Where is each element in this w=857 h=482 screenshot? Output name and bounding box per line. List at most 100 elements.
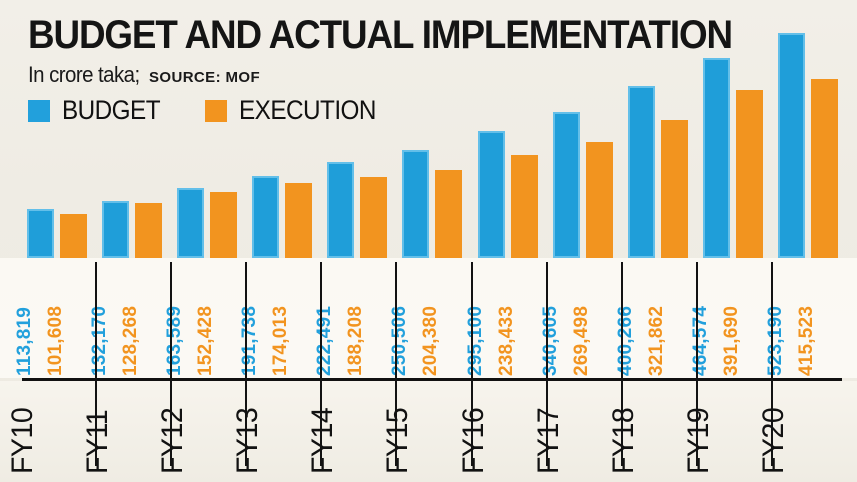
group-divider bbox=[95, 262, 97, 466]
bar-group bbox=[623, 0, 698, 258]
value-label-budget: 340,605 bbox=[540, 305, 561, 376]
value-label-group: 295,100 238,433 bbox=[465, 258, 548, 378]
units-label: In crore taka; bbox=[28, 62, 140, 87]
value-label-budget: 191,738 bbox=[239, 305, 260, 376]
legend-swatch-icon-execution bbox=[204, 99, 227, 122]
value-label-execution: 238,433 bbox=[496, 305, 517, 376]
x-axis-label: FY15 bbox=[381, 407, 414, 474]
group-divider bbox=[546, 262, 548, 466]
page-title: BUDGET AND ACTUAL IMPLEMENTATION bbox=[28, 13, 733, 57]
value-label-budget: 250,506 bbox=[389, 305, 410, 376]
chart-legend: BUDGET EXECUTION bbox=[28, 95, 828, 126]
value-label-execution: 204,380 bbox=[420, 305, 441, 376]
legend-swatch-icon-budget bbox=[28, 99, 50, 122]
bar-execution bbox=[586, 142, 613, 258]
bar-execution bbox=[210, 192, 237, 258]
value-panel-rule bbox=[22, 378, 842, 381]
x-axis-label: FY20 bbox=[757, 407, 790, 474]
value-label-execution: 128,268 bbox=[120, 305, 141, 376]
value-label-execution: 188,208 bbox=[345, 305, 366, 376]
axis-panel-background bbox=[0, 381, 857, 482]
bar-execution bbox=[736, 90, 763, 258]
value-label-group: 464,574 391,690 bbox=[690, 258, 773, 378]
bar-group bbox=[22, 0, 97, 258]
value-label-group: 163,589 152,428 bbox=[164, 258, 247, 378]
bar-plot-area bbox=[22, 0, 848, 258]
value-label-group: 340,605 269,498 bbox=[540, 258, 623, 378]
value-label-budget: 132,170 bbox=[89, 305, 110, 376]
legend-item-budget: BUDGET bbox=[28, 95, 171, 126]
bar-budget bbox=[778, 33, 805, 258]
x-axis-label: FY10 bbox=[6, 407, 39, 474]
x-axis-label: FY12 bbox=[156, 407, 189, 474]
bar-group bbox=[773, 0, 848, 258]
group-divider bbox=[771, 262, 773, 466]
x-axis-label: FY13 bbox=[231, 407, 264, 474]
bar-group bbox=[322, 0, 397, 258]
value-label-execution: 174,013 bbox=[270, 305, 291, 376]
group-divider bbox=[471, 262, 473, 466]
value-panel-background bbox=[0, 258, 857, 378]
group-divider bbox=[696, 262, 698, 466]
group-divider bbox=[320, 262, 322, 466]
group-divider bbox=[395, 262, 397, 466]
legend-label-budget: BUDGET bbox=[62, 95, 161, 125]
bar-budget bbox=[402, 150, 429, 258]
value-label-execution: 415,523 bbox=[796, 305, 817, 376]
value-label-group: 250,506 204,380 bbox=[389, 258, 472, 378]
bar-execution bbox=[661, 120, 688, 258]
value-label-group: 400,266 321,862 bbox=[615, 258, 698, 378]
value-label-budget: 464,574 bbox=[690, 305, 711, 376]
legend-item-execution: EXECUTION bbox=[204, 95, 391, 126]
bar-budget bbox=[252, 176, 279, 258]
value-label-execution: 269,498 bbox=[571, 305, 592, 376]
bar-execution bbox=[511, 155, 538, 258]
bar-group bbox=[172, 0, 247, 258]
bar-execution bbox=[285, 183, 312, 258]
bar-group bbox=[473, 0, 548, 258]
x-axis-label: FY11 bbox=[81, 409, 114, 474]
bar-execution bbox=[435, 170, 462, 258]
group-divider bbox=[621, 262, 623, 466]
bar-execution bbox=[811, 79, 838, 258]
value-label-execution: 321,862 bbox=[646, 305, 667, 376]
value-label-group: 191,738 174,013 bbox=[239, 258, 322, 378]
group-divider bbox=[245, 262, 247, 466]
x-axis-label: FY14 bbox=[306, 407, 339, 474]
value-label-group: 113,819 101,608 bbox=[14, 258, 97, 378]
bar-budget bbox=[703, 58, 730, 258]
value-label-budget: 523,190 bbox=[765, 305, 786, 376]
value-label-budget: 400,266 bbox=[615, 305, 636, 376]
bar-group bbox=[97, 0, 172, 258]
value-label-execution: 152,428 bbox=[195, 305, 216, 376]
bar-execution bbox=[60, 214, 87, 258]
bar-budget bbox=[177, 188, 204, 258]
bar-group bbox=[247, 0, 322, 258]
value-label-execution: 391,690 bbox=[721, 305, 742, 376]
value-label-group: 523,190 415,523 bbox=[765, 258, 848, 378]
value-label-execution: 101,608 bbox=[45, 305, 66, 376]
chart-header: BUDGET AND ACTUAL IMPLEMENTATION In cror… bbox=[28, 14, 828, 126]
bar-execution bbox=[360, 177, 387, 258]
x-axis-label: FY16 bbox=[457, 407, 490, 474]
x-axis-label: FY19 bbox=[682, 407, 715, 474]
group-divider bbox=[170, 262, 172, 466]
x-axis-group: FY20 bbox=[757, 386, 848, 478]
value-label-group: 222,491 188,208 bbox=[314, 258, 397, 378]
value-label-budget: 113,819 bbox=[14, 306, 35, 376]
value-label-group: 132,170 128,268 bbox=[89, 258, 172, 378]
bar-budget bbox=[553, 112, 580, 258]
bar-execution bbox=[135, 203, 162, 258]
value-label-budget: 222,491 bbox=[314, 305, 335, 376]
bar-group bbox=[397, 0, 472, 258]
bar-budget bbox=[27, 209, 54, 258]
bar-group bbox=[698, 0, 773, 258]
bar-budget bbox=[478, 131, 505, 258]
value-label-budget: 163,589 bbox=[164, 305, 185, 376]
bar-budget bbox=[327, 162, 354, 258]
bar-budget bbox=[102, 201, 129, 258]
source-label: SOURCE: MOF bbox=[149, 69, 261, 86]
value-label-budget: 295,100 bbox=[465, 305, 486, 376]
subtitle-row: In crore taka; SOURCE: MOF bbox=[28, 62, 828, 88]
